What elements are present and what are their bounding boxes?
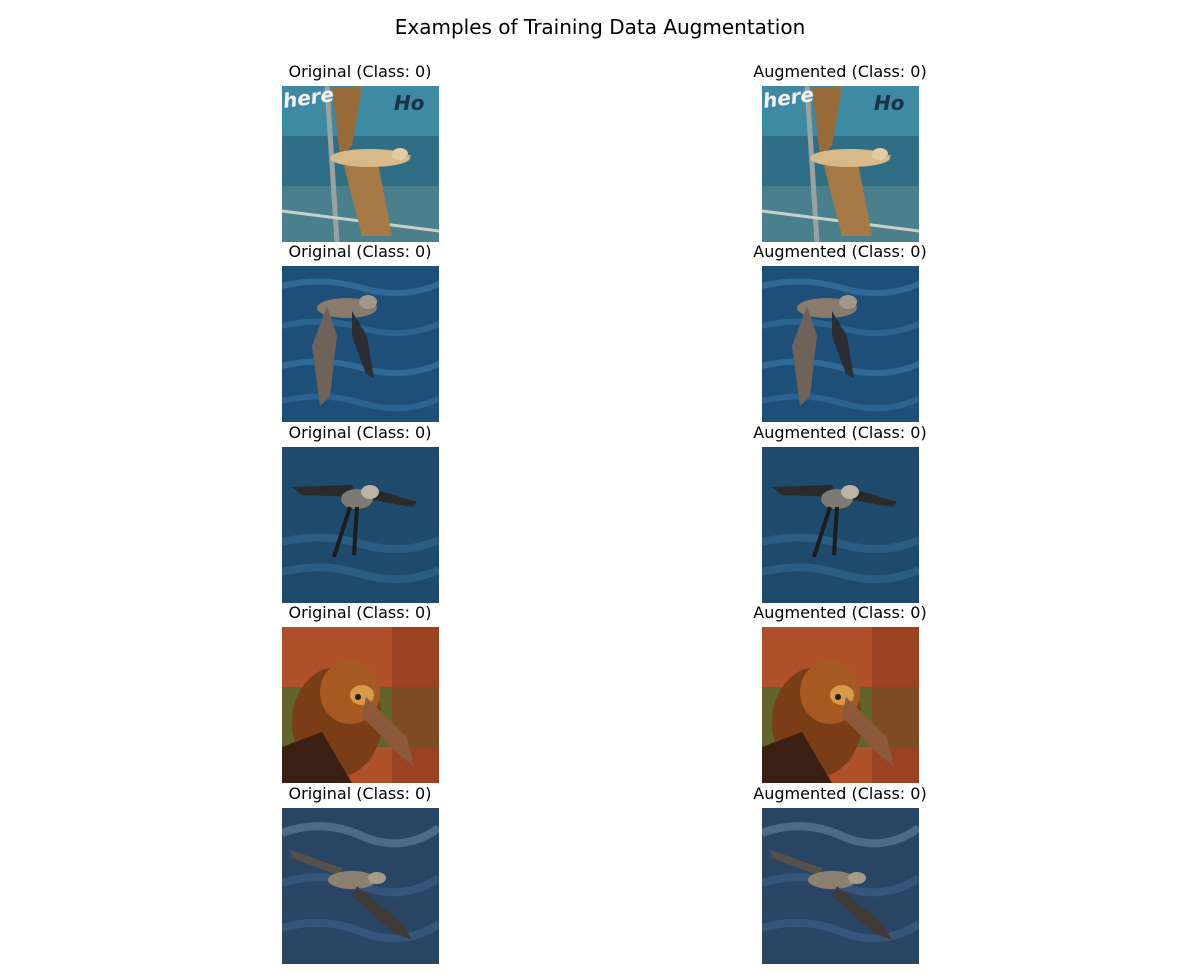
augmented-image-1: here Ho: [762, 86, 919, 242]
augmented-title-5: Augmented (Class: 0): [753, 784, 927, 803]
augmented-title-2: Augmented (Class: 0): [753, 242, 927, 261]
original-image-1: here Ho: [282, 86, 439, 242]
original-image-3: [282, 447, 439, 603]
augmented-image-3: [762, 447, 919, 603]
svg-text:Ho: Ho: [874, 91, 905, 115]
original-image-4: [282, 627, 439, 783]
augmented-image-4: [762, 627, 919, 783]
augmented-title-1: Augmented (Class: 0): [753, 62, 927, 81]
original-title-3: Original (Class: 0): [288, 423, 432, 442]
augmented-title-4: Augmented (Class: 0): [753, 603, 927, 622]
original-title-5: Original (Class: 0): [288, 784, 432, 803]
svg-text:Ho: Ho: [394, 91, 425, 115]
figure-title: Examples of Training Data Augmentation: [394, 15, 806, 39]
augmented-image-2: [762, 266, 919, 422]
original-title-1: Original (Class: 0): [288, 62, 432, 81]
original-image-2: [282, 266, 439, 422]
original-title-2: Original (Class: 0): [288, 242, 432, 261]
original-image-5: [282, 808, 439, 964]
original-title-4: Original (Class: 0): [288, 603, 432, 622]
augmented-image-5: [762, 808, 919, 964]
augmented-title-3: Augmented (Class: 0): [753, 423, 927, 442]
